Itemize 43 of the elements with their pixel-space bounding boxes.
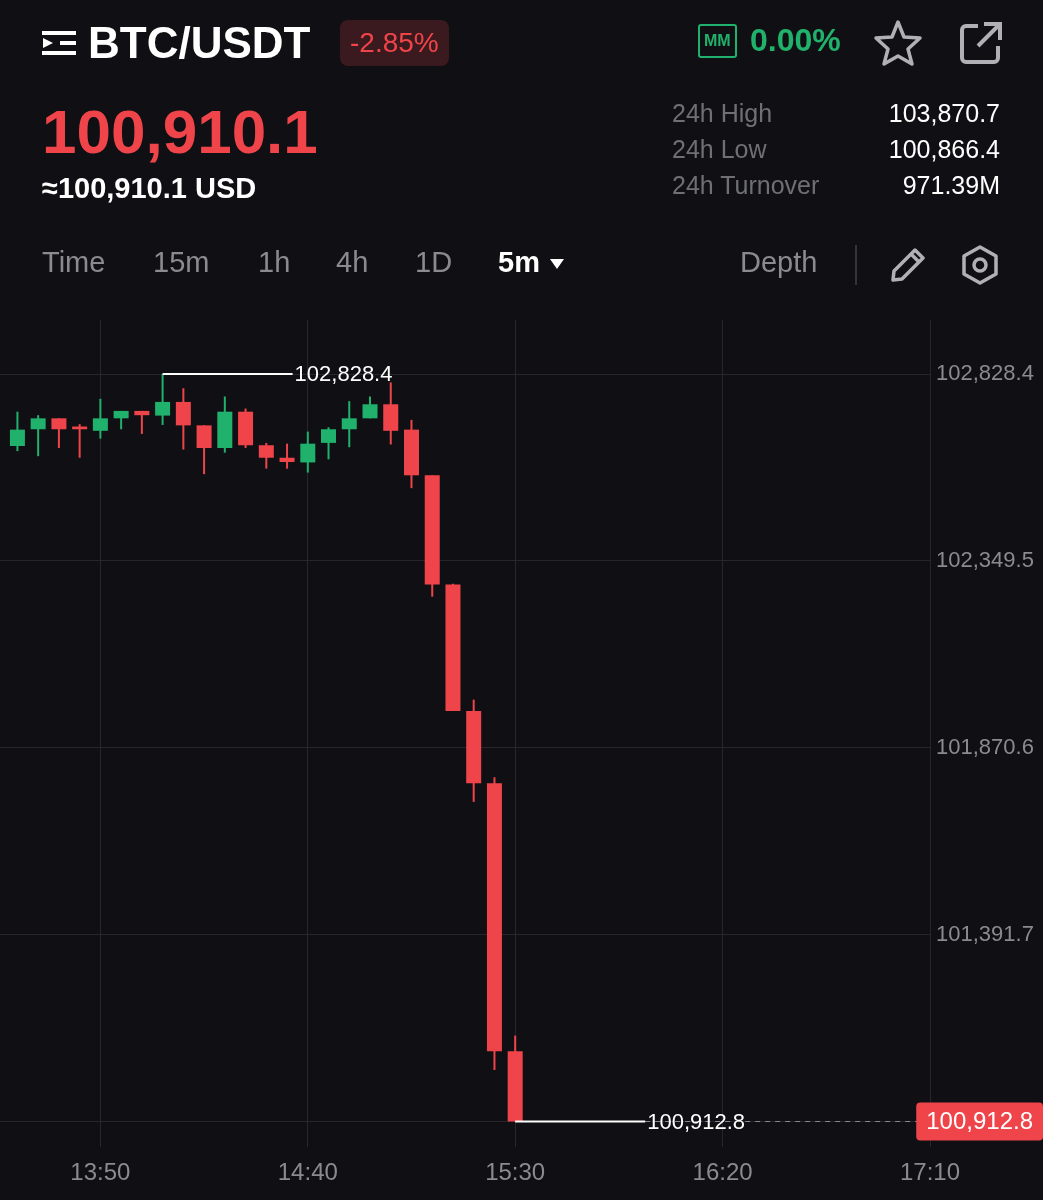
text: 15m bbox=[153, 246, 210, 279]
text: Depth bbox=[740, 246, 818, 279]
text: 103,870.7 bbox=[888, 99, 1000, 128]
text: 24h Low bbox=[672, 135, 767, 164]
text: 24h Turnover bbox=[672, 171, 820, 200]
text: 5m bbox=[498, 246, 540, 279]
annotation: 100,912.8 bbox=[647, 1108, 746, 1134]
text: 1h bbox=[258, 246, 291, 279]
candlestick bbox=[30, 414, 46, 458]
x-tick-label: 14:40 bbox=[277, 1158, 338, 1186]
y-tick-label: 101,870.6 bbox=[936, 733, 1034, 759]
candlestick bbox=[175, 387, 191, 451]
text: 0.00% bbox=[750, 22, 841, 59]
annotation: 102,828.4 bbox=[294, 361, 393, 387]
text: 100,910.1 bbox=[42, 96, 318, 167]
candlestick bbox=[300, 430, 316, 474]
chart-title: BTC/USDT bbox=[88, 18, 311, 68]
candlestick bbox=[196, 424, 212, 476]
text: 1D bbox=[415, 246, 453, 279]
text: -2.85% bbox=[340, 20, 449, 66]
y-tick-label: 102,349.5 bbox=[936, 547, 1034, 572]
candlestick bbox=[155, 373, 171, 426]
candlestick bbox=[92, 397, 108, 440]
candlestick bbox=[51, 417, 67, 449]
text: ≈100,910.1 USD bbox=[42, 172, 257, 205]
y-tick-label: 101,391.7 bbox=[936, 920, 1034, 946]
candlestick bbox=[279, 442, 295, 470]
x-tick-label: 16:20 bbox=[692, 1158, 753, 1186]
candlestick bbox=[9, 410, 25, 453]
text: 24h High bbox=[672, 99, 773, 128]
candlestick bbox=[321, 426, 337, 461]
x-tick-label: 15:30 bbox=[485, 1158, 546, 1186]
candlestick bbox=[258, 441, 274, 470]
text: Time bbox=[42, 246, 106, 279]
ref-line-label: 100,912.8 bbox=[926, 1107, 1033, 1135]
text: 971.39M bbox=[902, 171, 1000, 200]
text: 4h bbox=[336, 246, 369, 279]
text: 100,866.4 bbox=[888, 135, 1000, 164]
x-tick-label: 17:10 bbox=[899, 1158, 961, 1186]
x-tick-label: 13:50 bbox=[70, 1158, 131, 1186]
y-tick-label: 102,828.4 bbox=[936, 360, 1034, 386]
text: MM bbox=[698, 24, 737, 58]
candlestick bbox=[341, 400, 357, 449]
